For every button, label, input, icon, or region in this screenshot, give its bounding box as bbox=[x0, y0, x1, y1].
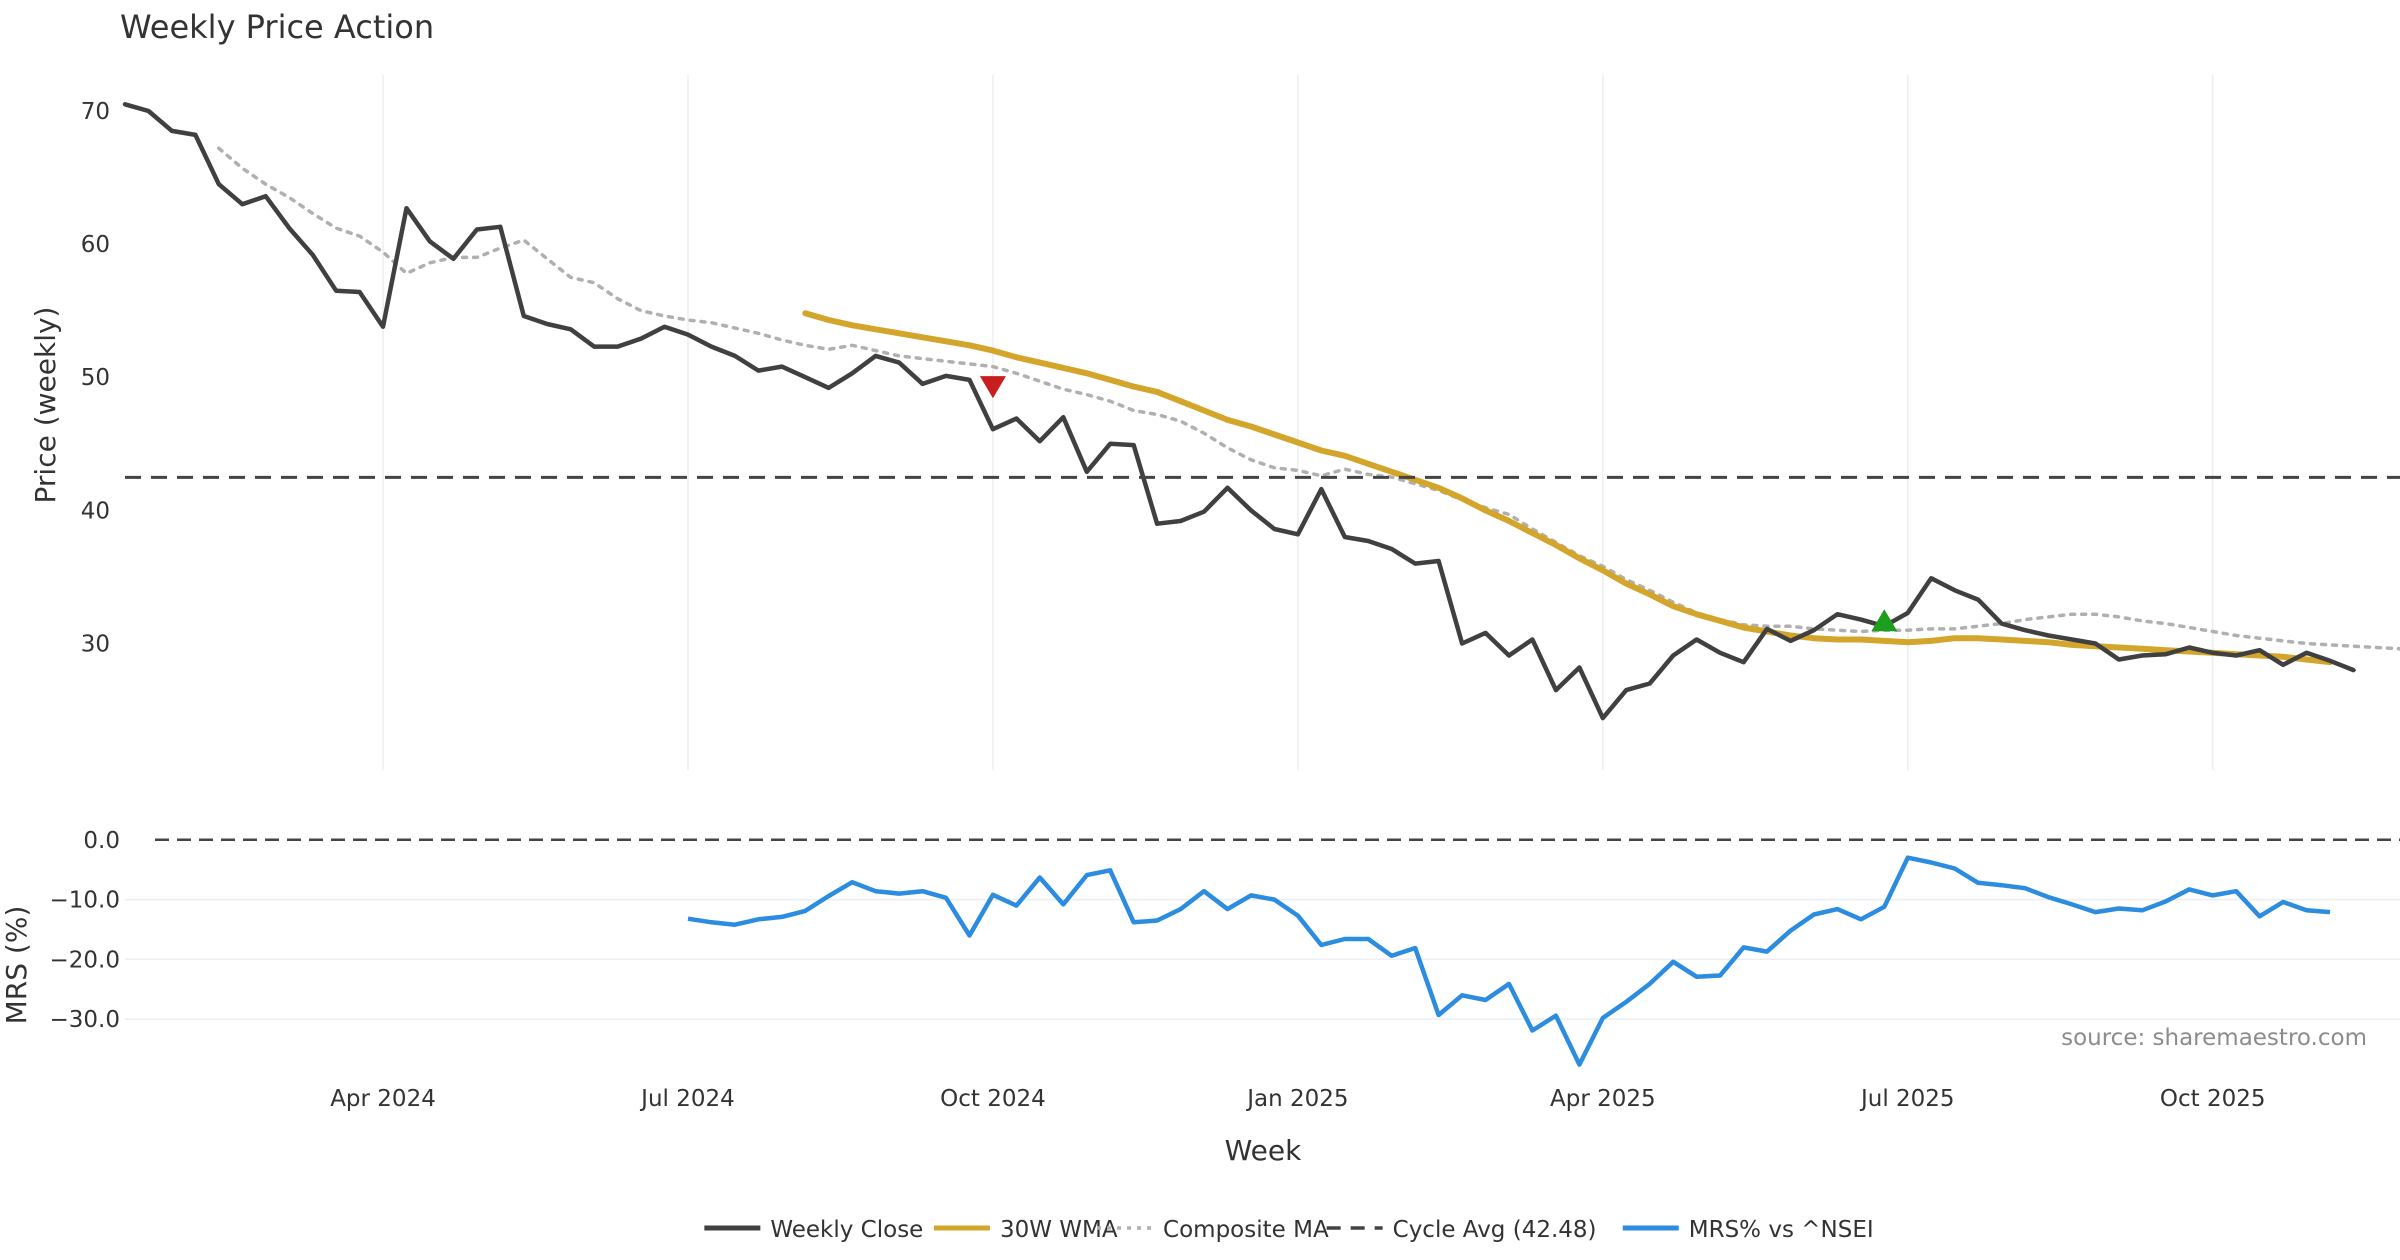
x-tick-jul-2025: Jul 2025 bbox=[1859, 1086, 1955, 1112]
price-y-tick-40: 40 bbox=[81, 498, 110, 524]
price-panel-grid bbox=[382, 75, 2214, 770]
x-axis-title: Week bbox=[1225, 1134, 1302, 1167]
buy-signal-marker bbox=[1871, 609, 1898, 632]
series-mrs-vs-nsei bbox=[687, 855, 2331, 1067]
x-ticks: Apr 2024 Jul 2024 Oct 2024 Jan 2025 Apr 2025… bbox=[330, 1086, 2265, 1112]
series-composite-ma bbox=[217, 146, 2400, 651]
price-y-tick-60: 60 bbox=[81, 232, 110, 258]
mrs-series-layer bbox=[155, 838, 2400, 1067]
legend: Weekly Close 30W WMA Composite MA Cycle Avg… bbox=[704, 1217, 1874, 1243]
price-y-axis-title: Price (weekly) bbox=[29, 307, 62, 504]
mrs-y-axis-title: MRS (%) bbox=[0, 906, 33, 1025]
price-y-tick-70: 70 bbox=[81, 99, 110, 125]
mrs-y-tick-30-0: −30.0 bbox=[50, 1007, 120, 1033]
series-30w-wma bbox=[802, 310, 2333, 666]
chart-title: Weekly Price Action bbox=[120, 8, 434, 46]
source-note: source: sharemaestro.com bbox=[2061, 1025, 2367, 1051]
mrs-y-tick-0-0: 0.0 bbox=[83, 828, 120, 854]
legend-label-30w-wma: 30W WMA bbox=[1000, 1217, 1118, 1243]
mrs-y-tick-20-0: −20.0 bbox=[50, 947, 120, 973]
signal-markers bbox=[979, 376, 1898, 632]
price-series-layer bbox=[122, 102, 2400, 721]
mrs-panel-grid bbox=[125, 898, 2400, 1020]
x-tick-jul-2024: Jul 2024 bbox=[639, 1086, 735, 1112]
legend-label-composite-ma: Composite MA bbox=[1163, 1217, 1329, 1243]
legend-label-cycle-avg-42-48: Cycle Avg (42.48) bbox=[1393, 1217, 1597, 1243]
x-tick-jan-2025: Jan 2025 bbox=[1245, 1086, 1348, 1112]
sell-signal-marker bbox=[979, 376, 1006, 399]
price-y-ticks: 70 60 50 40 30 bbox=[81, 99, 110, 658]
legend-label-mrs-vs-nsei: MRS% vs ^NSEI bbox=[1689, 1217, 1874, 1243]
price-y-tick-30: 30 bbox=[81, 632, 110, 658]
price-y-tick-50: 50 bbox=[81, 365, 110, 391]
series-weekly-close bbox=[122, 102, 2356, 721]
x-tick-apr-2024: Apr 2024 bbox=[330, 1086, 436, 1112]
x-tick-oct-2025: Oct 2025 bbox=[2160, 1086, 2266, 1112]
x-tick-oct-2024: Oct 2024 bbox=[940, 1086, 1046, 1112]
legend-label-weekly-close: Weekly Close bbox=[770, 1217, 923, 1243]
mrs-y-tick-10-0: −10.0 bbox=[50, 888, 120, 914]
x-tick-apr-2025: Apr 2025 bbox=[1550, 1086, 1656, 1112]
mrs-y-ticks: 0.0 −10.0 −20.0 −30.0 bbox=[50, 828, 120, 1033]
